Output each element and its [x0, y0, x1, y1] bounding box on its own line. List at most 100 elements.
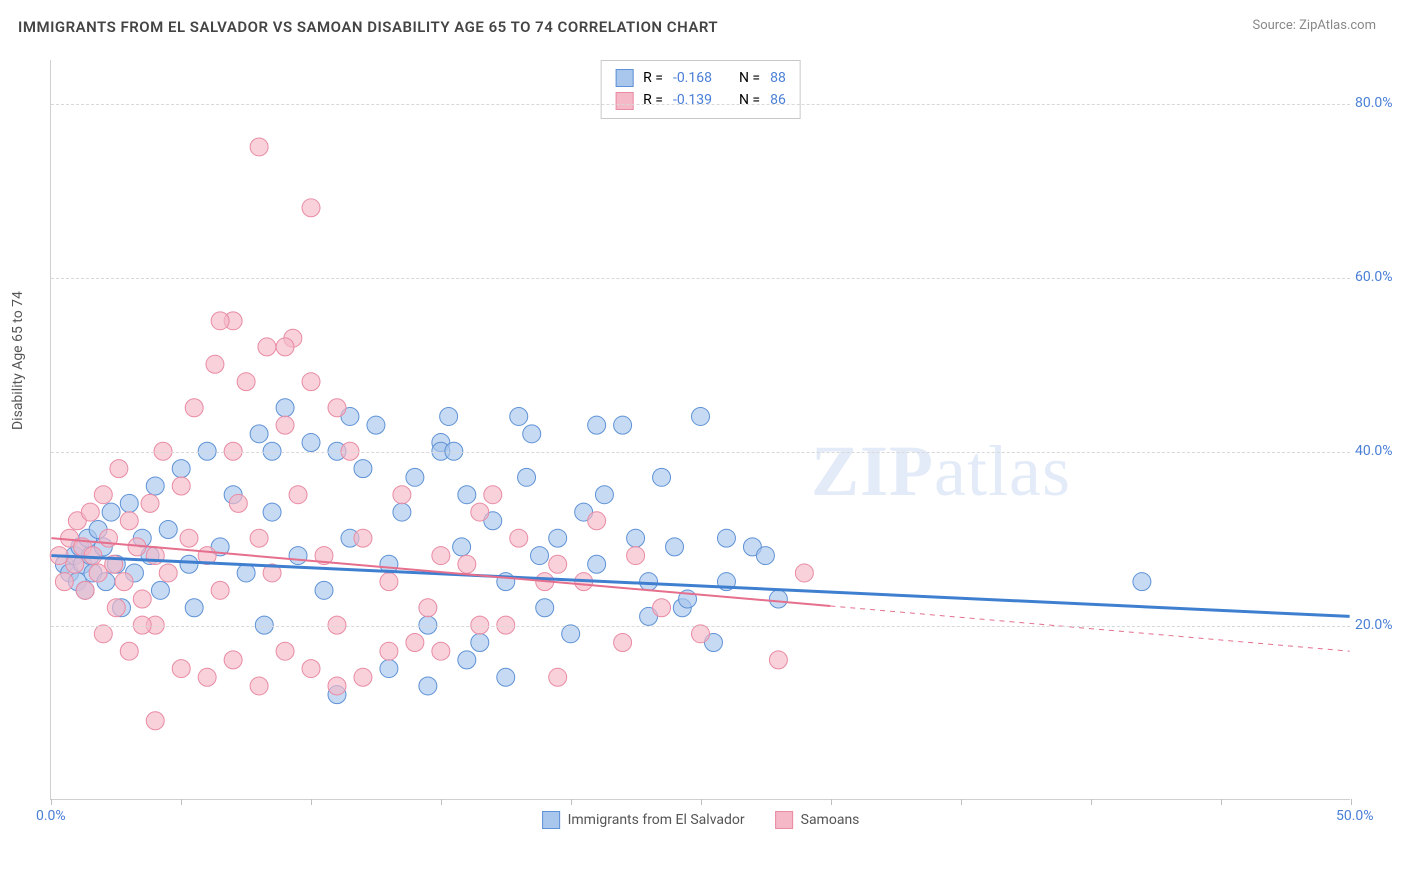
scatter-point — [180, 555, 198, 573]
scatter-point — [769, 590, 787, 608]
scatter-point — [393, 486, 411, 504]
scatter-point — [328, 677, 346, 695]
scatter-point — [354, 460, 372, 478]
scatter-point — [120, 494, 138, 512]
scatter-point — [453, 538, 471, 556]
x-minor-tick — [701, 799, 702, 805]
scatter-point — [471, 634, 489, 652]
x-minor-tick — [961, 799, 962, 805]
scatter-point — [562, 625, 580, 643]
scatter-point — [258, 338, 276, 356]
scatter-point — [380, 573, 398, 591]
y-axis-label: Disability Age 65 to 74 — [10, 291, 26, 430]
scatter-point — [172, 660, 190, 678]
x-minor-tick — [311, 799, 312, 805]
chart-svg — [51, 60, 1350, 799]
scatter-point — [518, 468, 536, 486]
x-tick-label: 50.0% — [1336, 808, 1374, 824]
scatter-point — [458, 651, 476, 669]
scatter-point — [380, 642, 398, 660]
scatter-point — [614, 416, 632, 434]
scatter-point — [1133, 573, 1151, 591]
scatter-point — [549, 668, 567, 686]
scatter-point — [458, 555, 476, 573]
scatter-point — [717, 529, 735, 547]
scatter-point — [276, 416, 294, 434]
legend-n-value-b: 86 — [770, 89, 786, 111]
swatch-series-a-bottom — [542, 811, 560, 829]
legend-series: Immigrants from El Salvador Samoans — [542, 811, 860, 829]
scatter-point — [198, 668, 216, 686]
scatter-point — [229, 494, 247, 512]
scatter-point — [510, 407, 528, 425]
scatter-point — [484, 486, 502, 504]
legend-n-label: N = — [739, 67, 760, 89]
scatter-point — [289, 547, 307, 565]
scatter-point — [120, 512, 138, 530]
scatter-point — [276, 338, 294, 356]
scatter-point — [211, 312, 229, 330]
x-minor-tick — [51, 799, 52, 805]
scatter-point — [367, 416, 385, 434]
scatter-point — [471, 503, 489, 521]
scatter-point — [302, 660, 320, 678]
scatter-point — [627, 547, 645, 565]
scatter-point — [250, 529, 268, 547]
scatter-point — [302, 373, 320, 391]
scatter-point — [211, 581, 229, 599]
x-tick-label: 0.0% — [36, 808, 66, 824]
scatter-point — [185, 399, 203, 417]
x-minor-tick — [831, 799, 832, 805]
scatter-point — [315, 581, 333, 599]
scatter-point — [263, 503, 281, 521]
scatter-point — [510, 529, 528, 547]
gridline — [51, 278, 1350, 279]
scatter-point — [172, 477, 190, 495]
scatter-point — [172, 460, 190, 478]
scatter-point — [84, 547, 102, 565]
x-minor-tick — [1091, 799, 1092, 805]
scatter-point — [120, 642, 138, 660]
x-minor-tick — [1221, 799, 1222, 805]
scatter-point — [627, 529, 645, 547]
x-minor-tick — [1351, 799, 1352, 805]
scatter-point — [549, 555, 567, 573]
scatter-point — [146, 477, 164, 495]
chart-title: IMMIGRANTS FROM EL SALVADOR VS SAMOAN DI… — [18, 18, 718, 36]
scatter-point — [94, 625, 112, 643]
scatter-point — [276, 399, 294, 417]
scatter-point — [795, 564, 813, 582]
scatter-point — [588, 555, 606, 573]
gridline — [51, 104, 1350, 105]
scatter-point — [206, 355, 224, 373]
legend-stats-row-b: R = -0.139 N = 86 — [615, 89, 786, 111]
scatter-point — [692, 407, 710, 425]
swatch-series-b — [615, 92, 633, 110]
scatter-point — [76, 581, 94, 599]
scatter-point — [141, 494, 159, 512]
scatter-point — [666, 538, 684, 556]
x-minor-tick — [181, 799, 182, 805]
legend-r-value-a: -0.168 — [673, 67, 712, 89]
scatter-point — [250, 425, 268, 443]
scatter-point — [250, 138, 268, 156]
legend-n-label: N = — [739, 89, 760, 111]
scatter-point — [276, 642, 294, 660]
legend-label-a: Immigrants from El Salvador — [568, 812, 745, 828]
scatter-point — [237, 373, 255, 391]
scatter-point — [55, 573, 73, 591]
scatter-point — [614, 634, 632, 652]
scatter-point — [102, 503, 120, 521]
y-tick-label: 40.0% — [1355, 443, 1406, 459]
legend-stats: R = -0.168 N = 88 R = -0.139 N = 86 — [600, 60, 801, 119]
scatter-point — [692, 625, 710, 643]
scatter-point — [115, 573, 133, 591]
gridline — [51, 626, 1350, 627]
scatter-point — [302, 199, 320, 217]
plot-area: ZIPatlas R = -0.168 N = 88 R = -0.139 N … — [50, 60, 1350, 800]
gridline — [51, 452, 1350, 453]
scatter-point — [523, 425, 541, 443]
scatter-point — [653, 468, 671, 486]
legend-stats-row-a: R = -0.168 N = 88 — [615, 67, 786, 89]
scatter-point — [595, 486, 613, 504]
